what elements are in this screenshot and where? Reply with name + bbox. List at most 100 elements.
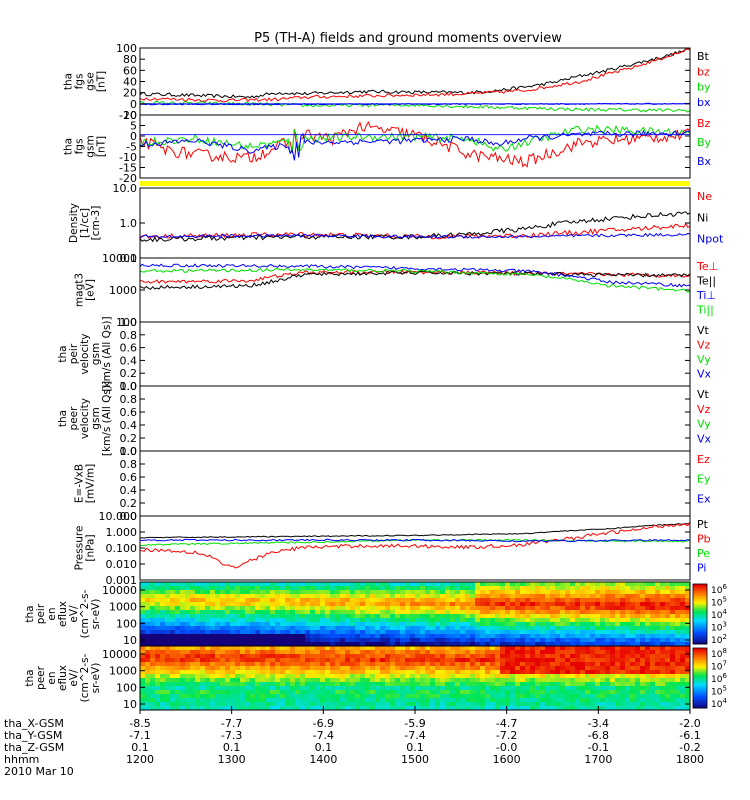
- heatmap-cell: [240, 674, 246, 679]
- heatmap-cell: [560, 646, 566, 651]
- heatmap-cell: [350, 642, 356, 646]
- heatmap-cell: [665, 602, 671, 607]
- heatmap-cell: [435, 646, 441, 651]
- heatmap-cell: [535, 618, 541, 623]
- heatmap-cell: [440, 630, 446, 635]
- heatmap-cell: [540, 598, 546, 603]
- heatmap-cell: [345, 658, 351, 663]
- heatmap-cell: [450, 702, 456, 707]
- colorbar-segment: [693, 658, 707, 661]
- heatmap-cell: [445, 674, 451, 679]
- heatmap-cell: [285, 646, 291, 651]
- y-tick-label: 0.8: [120, 458, 138, 471]
- heatmap-cell: [530, 630, 536, 635]
- heatmap-cell: [395, 706, 401, 710]
- colorbar-segment: [693, 649, 707, 652]
- heatmap-cell: [645, 662, 651, 667]
- heatmap-cell: [185, 610, 191, 615]
- heatmap-cell: [235, 686, 241, 691]
- heatmap-cell: [630, 630, 636, 635]
- heatmap-cell: [335, 678, 341, 683]
- heatmap-cell: [155, 606, 161, 611]
- heatmap-cell: [310, 654, 316, 659]
- heatmap-cell: [180, 666, 186, 671]
- heatmap-cell: [515, 622, 521, 627]
- heatmap-cell: [540, 630, 546, 635]
- heatmap-cell: [510, 630, 516, 635]
- heatmap-cell: [610, 626, 616, 631]
- heatmap-cell: [495, 702, 501, 707]
- heatmap-cell: [285, 666, 291, 671]
- heatmap-cell: [655, 622, 661, 627]
- heatmap-cell: [540, 610, 546, 615]
- heatmap-cell: [620, 662, 626, 667]
- heatmap-cell: [670, 682, 676, 687]
- heatmap-cell: [535, 670, 541, 675]
- heatmap-cell: [475, 698, 481, 703]
- heatmap-cell: [550, 618, 556, 623]
- heatmap-cell: [240, 706, 246, 710]
- heatmap-cell: [155, 686, 161, 691]
- heatmap-cell: [475, 650, 481, 655]
- heatmap-cell: [145, 618, 151, 623]
- y-tick-label: 0.0: [120, 380, 138, 393]
- heatmap-cell: [595, 658, 601, 663]
- heatmap-cell: [300, 658, 306, 663]
- heatmap-cell: [680, 626, 686, 631]
- heatmap-cell: [360, 666, 366, 671]
- colorbar-segment: [693, 642, 707, 645]
- heatmap-cell: [340, 662, 346, 667]
- heatmap-cell: [260, 590, 266, 595]
- x-axis-tick-value: 1200: [126, 753, 154, 766]
- heatmap-cell: [480, 662, 486, 667]
- heatmap-cell: [445, 690, 451, 695]
- heatmap-cell: [170, 638, 176, 643]
- heatmap-cell: [480, 622, 486, 627]
- heatmap-cell: [195, 614, 201, 619]
- heatmap-cell: [500, 678, 506, 683]
- y-tick-label: 0.010: [106, 558, 138, 571]
- heatmap-cell: [190, 598, 196, 603]
- heatmap-cell: [490, 658, 496, 663]
- heatmap-cell: [470, 650, 476, 655]
- heatmap-cell: [585, 594, 591, 599]
- heatmap-cell: [590, 682, 596, 687]
- heatmap-cell: [620, 590, 626, 595]
- heatmap-cell: [470, 678, 476, 683]
- heatmap-cell: [685, 634, 690, 639]
- heatmap-cell: [675, 618, 681, 623]
- heatmap-cell: [260, 662, 266, 667]
- heatmap-cell: [600, 622, 606, 627]
- heatmap-cell: [355, 646, 361, 651]
- heatmap-cell: [190, 686, 196, 691]
- heatmap-cell: [645, 602, 651, 607]
- heatmap-cell: [470, 702, 476, 707]
- heatmap-cell: [295, 590, 301, 595]
- heatmap-cell: [385, 622, 391, 627]
- heatmap-cell: [560, 614, 566, 619]
- colorbar-tick-label: 105: [711, 596, 727, 609]
- heatmap-cell: [510, 674, 516, 679]
- heatmap-cell: [400, 646, 406, 651]
- heatmap-cell: [195, 654, 201, 659]
- heatmap-cell: [375, 590, 381, 595]
- efield-ylabel: E=-VxB [mV/m]: [74, 464, 97, 503]
- heatmap-cell: [455, 610, 461, 615]
- heatmap-cell: [675, 702, 681, 707]
- heatmap-cell: [465, 674, 471, 679]
- heatmap-cell: [330, 662, 336, 667]
- heatmap-cell: [625, 622, 631, 627]
- heatmap-cell: [380, 674, 386, 679]
- heatmap-cell: [260, 706, 266, 710]
- heatmap-cell: [165, 670, 171, 675]
- heatmap-cell: [310, 674, 316, 679]
- heatmap-cell: [180, 698, 186, 703]
- heatmap-cell: [360, 590, 366, 595]
- heatmap-cell: [400, 582, 406, 587]
- heatmap-cell: [390, 598, 396, 603]
- heatmap-cell: [395, 630, 401, 635]
- heatmap-cell: [360, 602, 366, 607]
- heatmap-cell: [505, 674, 511, 679]
- heatmap-cell: [230, 686, 236, 691]
